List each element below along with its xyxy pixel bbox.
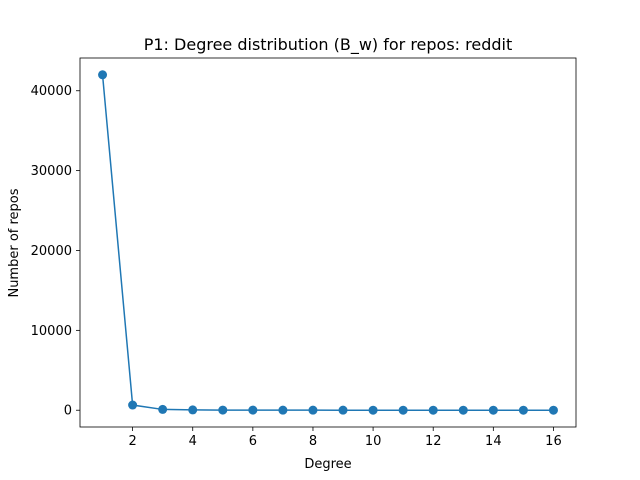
x-axis-label: Degree bbox=[304, 457, 351, 472]
data-point bbox=[218, 405, 228, 415]
y-tick-label: 20000 bbox=[31, 244, 72, 259]
y-tick-label: 0 bbox=[64, 404, 72, 419]
data-point bbox=[158, 404, 168, 414]
data-point bbox=[308, 405, 318, 415]
x-tick-label: 10 bbox=[365, 434, 382, 449]
y-axis-label: Number of repos bbox=[7, 188, 22, 297]
data-point bbox=[548, 405, 558, 415]
data-point bbox=[398, 405, 408, 415]
x-tick-label: 16 bbox=[545, 434, 562, 449]
plot-area: 2 4 6 8 10 12 14 16 0 10000 20000 30000 40000 bbox=[31, 57, 577, 449]
data-point bbox=[98, 70, 108, 80]
data-point bbox=[458, 405, 468, 415]
y-tick-label: 40000 bbox=[31, 84, 72, 99]
x-tick-label: 6 bbox=[249, 434, 257, 449]
x-tick-label: 4 bbox=[189, 434, 197, 449]
x-tick-label: 14 bbox=[485, 434, 502, 449]
x-tick-label: 2 bbox=[128, 434, 136, 449]
plot-frame bbox=[79, 57, 577, 428]
x-tick-label: 8 bbox=[309, 434, 317, 449]
y-tick-label: 10000 bbox=[31, 324, 72, 339]
y-tick-label: 30000 bbox=[31, 164, 72, 179]
data-point bbox=[518, 405, 528, 415]
data-point bbox=[128, 400, 138, 410]
data-point bbox=[248, 405, 258, 415]
data-point bbox=[428, 405, 438, 415]
data-point bbox=[368, 405, 378, 415]
chart-title: P1: Degree distribution (B_w) for repos:… bbox=[144, 35, 513, 55]
data-point bbox=[488, 405, 498, 415]
data-point bbox=[338, 405, 348, 415]
series-line bbox=[101, 74, 554, 411]
x-tick-label: 12 bbox=[425, 434, 442, 449]
data-point bbox=[278, 405, 288, 415]
data-point bbox=[188, 405, 198, 415]
